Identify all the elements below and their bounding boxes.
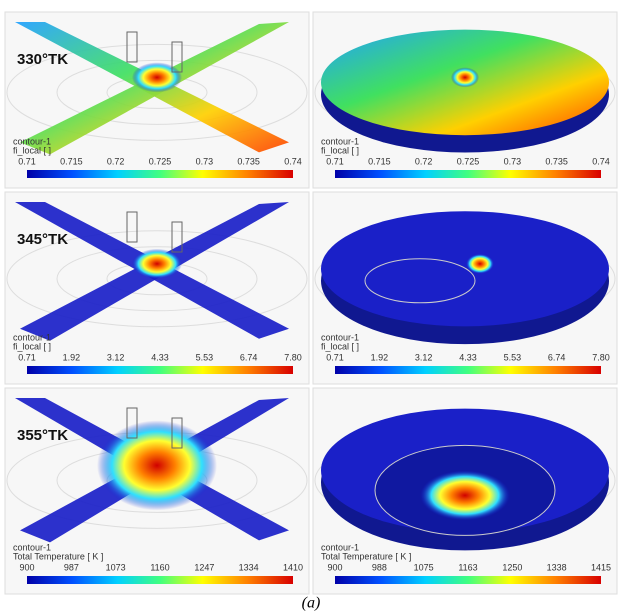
colorbar <box>27 170 293 178</box>
colorbar-tick: 1.92 <box>63 352 81 362</box>
hot-spot <box>420 470 510 520</box>
colorbar-tick: 900 <box>327 562 342 572</box>
colorbar-tick: 1073 <box>106 562 126 572</box>
colorbar-tick: 1163 <box>458 562 477 572</box>
legend-variable: Total Temperature [ K ] <box>13 551 103 561</box>
colorbar-tick: 0.735 <box>545 156 568 166</box>
colorbar-tick: 0.72 <box>107 156 125 166</box>
colorbar-tick: 0.735 <box>237 156 260 166</box>
colorbar-tick: 1338 <box>547 562 567 572</box>
colorbar-tick: 1.92 <box>371 352 389 362</box>
hot-spot <box>132 249 182 279</box>
colorbar-tick: 1075 <box>414 562 434 572</box>
colorbar-tick: 0.73 <box>504 156 522 166</box>
panel-label: 355°TK <box>17 427 68 444</box>
colorbar-tick: 1247 <box>194 562 214 572</box>
colorbar-tick: 3.12 <box>107 352 125 362</box>
colorbar-tick: 0.715 <box>368 156 391 166</box>
figure: (a) 330°TKcontour-1fi_local [ ]0.710.715… <box>0 0 622 616</box>
hot-spot <box>451 67 479 87</box>
colorbar-tick: 4.33 <box>151 352 169 362</box>
legend-variable: Total Temperature [ K ] <box>321 551 411 561</box>
colorbar-tick: 0.71 <box>326 352 344 362</box>
colorbar-tick: 0.71 <box>18 352 36 362</box>
colorbar-tick: 1160 <box>150 562 169 572</box>
colorbar-tick: 6.74 <box>240 352 258 362</box>
legend-variable: fi_local [ ] <box>13 341 51 351</box>
panel-label: 330°TK <box>17 51 68 68</box>
colorbar-tick: 5.53 <box>196 352 214 362</box>
colorbar-tick: 987 <box>64 562 79 572</box>
hot-spot <box>97 420 217 510</box>
colorbar <box>27 366 293 374</box>
colorbar-tick: 4.33 <box>459 352 477 362</box>
colorbar-tick: 0.74 <box>284 156 302 166</box>
caption: (a) <box>302 595 321 612</box>
colorbar-tick: 7.80 <box>592 352 610 362</box>
colorbar-tick: 1334 <box>239 562 259 572</box>
legend-variable: fi_local [ ] <box>321 341 359 351</box>
colorbar-tick: 0.725 <box>457 156 480 166</box>
colorbar-tick: 7.80 <box>284 352 302 362</box>
colorbar <box>27 576 293 584</box>
colorbar-tick: 0.71 <box>326 156 344 166</box>
colorbar-tick: 1415 <box>591 562 611 572</box>
colorbar-tick: 0.74 <box>592 156 610 166</box>
colorbar-tick: 0.72 <box>415 156 433 166</box>
disc <box>321 211 609 326</box>
colorbar <box>335 576 601 584</box>
colorbar-tick: 1410 <box>283 562 303 572</box>
colorbar-tick: 6.74 <box>548 352 566 362</box>
hot-spot <box>466 254 494 274</box>
colorbar-tick: 0.725 <box>149 156 172 166</box>
colorbar-tick: 988 <box>372 562 387 572</box>
colorbar-tick: 0.73 <box>196 156 214 166</box>
colorbar-tick: 1250 <box>502 562 522 572</box>
legend-variable: fi_local [ ] <box>321 145 359 155</box>
legend-variable: fi_local [ ] <box>13 145 51 155</box>
hot-spot <box>132 62 182 92</box>
colorbar-tick: 5.53 <box>504 352 522 362</box>
colorbar-tick: 0.715 <box>60 156 83 166</box>
colorbar-tick: 3.12 <box>415 352 433 362</box>
colorbar-tick: 0.71 <box>18 156 36 166</box>
colorbar <box>335 366 601 374</box>
colorbar <box>335 170 601 178</box>
panel-label: 345°TK <box>17 231 68 248</box>
colorbar-tick: 900 <box>19 562 34 572</box>
